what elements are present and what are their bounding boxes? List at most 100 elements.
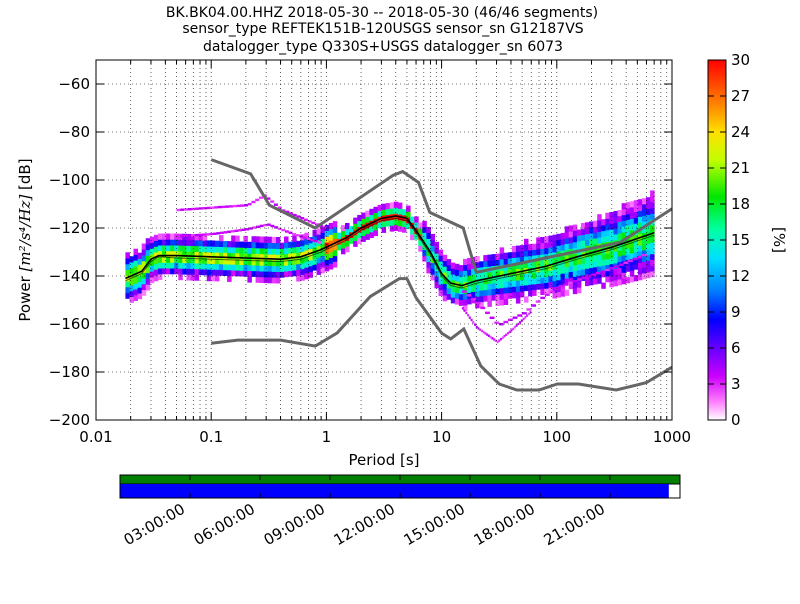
outlier-cell xyxy=(251,200,256,204)
density-cell xyxy=(564,272,570,279)
y-tick-label: −60 xyxy=(58,75,90,93)
density-cell xyxy=(182,251,187,258)
outlier-cell xyxy=(296,215,301,218)
density-cell xyxy=(389,202,395,209)
density-cell xyxy=(532,289,537,296)
density-cell xyxy=(320,261,326,268)
y-tick-label: −180 xyxy=(49,363,90,381)
density-cell xyxy=(247,253,252,260)
density-cell xyxy=(243,264,248,271)
outlier-cell xyxy=(303,218,308,221)
density-cell xyxy=(223,241,228,248)
outlier-cell xyxy=(322,226,327,229)
density-cell xyxy=(609,275,614,282)
density-cell xyxy=(284,248,289,255)
density-cell xyxy=(149,248,155,255)
density-cell xyxy=(170,233,175,240)
density-cell xyxy=(223,246,228,253)
colorbar-ticks: 0 3 6 9 12 15 18 21 24 27 30 xyxy=(708,51,750,429)
density-cell xyxy=(564,278,570,285)
outlier-cell xyxy=(236,204,241,208)
density-cell xyxy=(133,254,138,261)
density-cell xyxy=(170,239,175,246)
density-cell xyxy=(153,240,159,247)
density-cell xyxy=(434,259,439,266)
density-cell xyxy=(267,248,273,255)
density-cell xyxy=(609,252,614,259)
density-cell xyxy=(479,261,484,268)
outlier-cell xyxy=(475,301,481,305)
density-cell xyxy=(157,262,163,269)
density-cell xyxy=(182,239,187,246)
density-cell xyxy=(137,252,143,259)
density-cell xyxy=(170,245,175,252)
density-cell xyxy=(186,257,191,264)
density-cell xyxy=(650,190,655,197)
density-cell xyxy=(511,274,517,281)
density-cell xyxy=(202,246,208,253)
density-cell xyxy=(650,265,655,272)
density-cell xyxy=(296,240,301,247)
density-cell xyxy=(194,257,200,264)
outlier-cell xyxy=(245,228,250,231)
density-cell xyxy=(576,264,582,271)
density-cell xyxy=(483,260,488,267)
density-cell xyxy=(597,220,602,227)
density-cell xyxy=(170,250,175,257)
density-cell xyxy=(438,284,444,291)
density-cell xyxy=(292,270,297,277)
density-cell xyxy=(389,208,395,215)
outlier-cell xyxy=(493,338,496,341)
density-cell xyxy=(511,292,517,299)
density-cell xyxy=(479,272,484,279)
colorbar-tick-label: 3 xyxy=(731,375,741,393)
density-cell xyxy=(288,264,293,271)
density-cell xyxy=(524,250,529,257)
density-cell xyxy=(320,226,326,233)
density-cell xyxy=(544,236,549,243)
density-cell xyxy=(434,253,439,260)
density-cell xyxy=(304,261,309,268)
density-cell xyxy=(202,234,208,241)
density-cell xyxy=(519,262,525,269)
density-cell xyxy=(552,240,557,247)
outlier-cell xyxy=(281,228,286,232)
density-cell xyxy=(519,279,525,286)
outlier-cell xyxy=(544,293,550,296)
density-cell xyxy=(178,262,183,269)
outlier-cell xyxy=(223,231,228,234)
density-cell xyxy=(353,240,358,247)
density-cell xyxy=(633,263,639,270)
density-cell xyxy=(145,278,151,285)
density-cell xyxy=(239,241,244,248)
density-cell xyxy=(585,239,590,246)
density-cell xyxy=(572,282,578,289)
density-cell xyxy=(385,203,391,210)
outlier-cell xyxy=(229,205,233,208)
outlier-cell xyxy=(503,320,509,324)
density-cell xyxy=(308,242,313,249)
outlier-cell xyxy=(498,323,504,326)
density-cell xyxy=(141,289,147,296)
density-cell xyxy=(597,260,602,267)
chart-title-line-2: sensor_type REFTEK151B-120USGS sensor_sn… xyxy=(182,21,583,37)
density-cell xyxy=(613,216,618,223)
density-cell xyxy=(422,238,427,245)
density-cell xyxy=(617,279,622,286)
outlier-cell xyxy=(461,307,464,310)
density-cell xyxy=(637,216,643,223)
density-cell xyxy=(467,286,472,293)
density-cell xyxy=(528,244,533,251)
outlier-cell xyxy=(299,235,304,238)
density-cell xyxy=(548,258,553,265)
density-cell xyxy=(243,270,248,277)
density-cell xyxy=(507,269,513,276)
density-cell xyxy=(186,233,191,241)
density-cell xyxy=(280,260,285,267)
outlier-cell xyxy=(201,233,206,236)
density-cell xyxy=(532,255,537,262)
density-cell xyxy=(312,229,317,237)
outlier-cell xyxy=(468,316,471,319)
density-cell xyxy=(585,262,590,269)
outlier-cell xyxy=(577,278,583,281)
